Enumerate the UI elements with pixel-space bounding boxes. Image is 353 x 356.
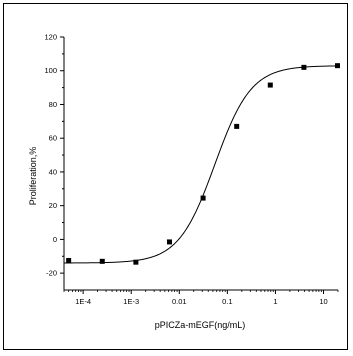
- y-tick-label: 60: [49, 134, 57, 143]
- x-axis-title: pPICZa-mEGF(ng/mL): [155, 320, 246, 330]
- data-points-layer: [66, 63, 341, 265]
- y-tick-label: 120: [44, 33, 57, 42]
- data-point: [301, 64, 307, 70]
- data-point: [133, 259, 139, 265]
- x-tick-label: 0.01: [172, 297, 187, 306]
- data-point: [99, 258, 105, 264]
- x-tick-label: 1E-4: [75, 297, 91, 306]
- y-axis-title: Proliferation,%: [28, 147, 38, 206]
- y-tick-label: 80: [49, 100, 57, 109]
- data-point: [166, 239, 172, 245]
- x-tick-label: 0.1: [222, 297, 232, 306]
- x-tick-label: 1E-3: [123, 297, 139, 306]
- x-tick-label: 10: [319, 297, 327, 306]
- data-point: [200, 195, 206, 201]
- y-tick-label: 0: [53, 235, 57, 244]
- data-point: [234, 123, 240, 129]
- fit-curve: [64, 65, 339, 264]
- data-point: [335, 63, 341, 69]
- y-tick-label: 40: [49, 167, 57, 176]
- chart-frame: [3, 3, 348, 350]
- y-tick-label: 20: [49, 201, 57, 210]
- axes: -20 0 20 40 60 80 100 120 1E-4 1E-3 0.01 0.1 1 10: [44, 33, 339, 306]
- y-tick-label: 100: [44, 66, 57, 75]
- data-point: [267, 82, 273, 88]
- fit-curve-layer: [64, 65, 339, 264]
- x-tick-label: 1: [273, 297, 277, 306]
- data-point: [66, 257, 72, 263]
- y-tick-label: -20: [46, 269, 57, 278]
